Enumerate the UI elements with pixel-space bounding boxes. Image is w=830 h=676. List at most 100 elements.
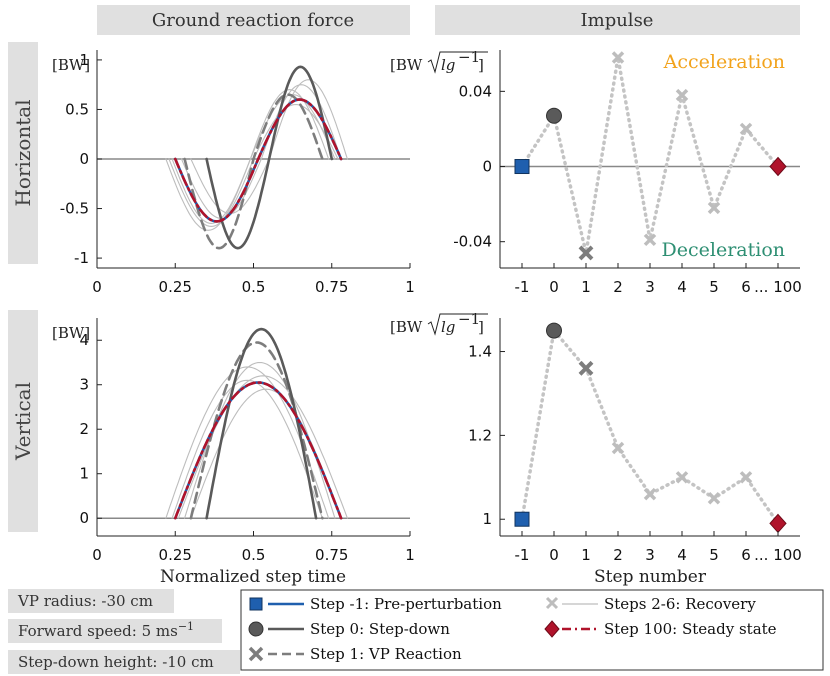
legend-entry-steps-2-6: Steps 2-6: Recovery	[545, 595, 756, 613]
x-tick-label: -1	[515, 546, 530, 564]
plot-grf-vertical: 0 0.25 0.5 0.75 1 0 1 2 3 4	[79, 318, 415, 564]
header-right-box	[435, 5, 800, 35]
data-point-x-light	[611, 441, 625, 455]
y-tick-label: 2	[79, 420, 89, 438]
y-tick-label: 3	[79, 376, 89, 394]
x-tick-label: 4	[677, 278, 687, 296]
data-point-x-light	[643, 487, 657, 501]
y-tick-label: -0.04	[453, 233, 492, 251]
x-label-left: Normalized step time	[160, 567, 346, 587]
x-tick-label: 0	[549, 278, 559, 296]
unit-impulse-sqrt: lg	[441, 56, 455, 74]
plot-impulse-vertical: -1 0 1 2 3 4 5 6... 100 1 1.2 1.4	[468, 318, 802, 564]
series-line-step-0	[205, 65, 334, 250]
info-vp-radius-box	[8, 589, 174, 613]
y-tick-label: 0	[79, 150, 89, 168]
legend-label: Step -1: Pre-perturbation	[310, 595, 502, 613]
unit-impulse-prefix: [BW	[390, 56, 423, 74]
x-tick-label: 0.5	[242, 278, 266, 296]
legend-entry-step-minus1: Step -1: Pre-perturbation	[249, 595, 502, 613]
x-tick-label: 0.5	[242, 546, 266, 564]
y-tick-label: 0.5	[65, 100, 89, 118]
series-line-step-0	[205, 327, 318, 520]
unit-impulse-top: [BW lg −1 ]	[390, 48, 488, 74]
info-vp-radius: VP radius: -30 cm	[17, 592, 153, 610]
row-label-bottom: Vertical	[11, 382, 35, 461]
x-tick-label: 0.75	[315, 546, 348, 564]
info-forward-speed-exp: −1	[178, 620, 194, 633]
unit-impulse-prefix: [BW	[390, 318, 423, 336]
data-point-x-light	[707, 492, 721, 505]
series-line-step-6	[190, 388, 342, 519]
diamond-marker-icon	[544, 620, 560, 638]
annotation-acceleration: Acceleration	[663, 51, 785, 73]
row-label-top-box	[8, 42, 38, 264]
x-tick-label: 4	[677, 546, 687, 564]
data-point-square	[514, 511, 530, 527]
info-forward-speed: Forward speed: 5 ms−1	[18, 620, 194, 640]
x-tick-label: 3	[645, 278, 655, 296]
legend-box	[240, 589, 824, 671]
series-line-step-100	[174, 381, 343, 520]
legend-label: Step 100: Steady state	[604, 620, 777, 638]
x-tick-label: 1	[581, 546, 591, 564]
info-forward-speed-text: Forward speed: 5 ms	[18, 622, 178, 640]
row-label-bottom-box	[8, 310, 38, 532]
x-tick-label: 2	[613, 278, 623, 296]
y-tick-label: 1	[482, 510, 492, 528]
y-tick-label: -0.5	[60, 200, 89, 218]
x-tick-label: 2	[613, 546, 623, 564]
header-right: Impulse	[581, 10, 654, 31]
y-tick-label: 0.04	[459, 82, 492, 100]
y-tick-label: 0	[482, 158, 492, 176]
x-tick-label: 0	[92, 278, 102, 296]
x-tick-label: 0.25	[159, 278, 192, 296]
y-tick-label: 0	[79, 509, 89, 527]
info-stepdown-height: Step-down height: -10 cm	[18, 653, 214, 671]
data-point-square	[514, 159, 530, 175]
y-tick-label: 1	[79, 465, 89, 483]
y-tick-label: 1.4	[468, 343, 492, 361]
unit-force-top: [BW]	[52, 56, 90, 74]
legend-entry-step-100: Step 100: Steady state	[544, 620, 777, 638]
x-tick-label: 6	[741, 278, 751, 296]
unit-impulse-bottom: [BW lg −1 ]	[390, 310, 488, 336]
data-point-x-light	[707, 201, 721, 215]
x-tick-label: 0.75	[315, 278, 348, 296]
data-point-x-light	[739, 471, 753, 484]
legend-label: Step 1: VP Reaction	[310, 645, 462, 663]
x-tick-label: 3	[645, 546, 655, 564]
plot-grf-horizontal: 0 0.25 0.5 0.75 1 -1 -0.5 0 0.5 1	[60, 50, 415, 296]
legend-entry-step-1: Step 1: VP Reaction	[248, 645, 462, 663]
header-left-box	[97, 5, 410, 35]
unit-impulse-exp: −1	[458, 48, 480, 66]
data-point-diamond	[769, 513, 787, 534]
data-point-circle	[546, 322, 562, 339]
data-point-x	[578, 245, 594, 261]
unit-force-bottom: [BW]	[52, 324, 90, 342]
x-tick-label: 1	[581, 278, 591, 296]
series-line-step-5	[180, 84, 342, 220]
data-point-x-light	[643, 233, 657, 247]
sqrt-sign-icon	[427, 51, 488, 74]
x-tick-label: 1	[405, 278, 415, 296]
x-tick-label: 0.25	[159, 546, 192, 564]
x-marker-icon	[248, 646, 264, 662]
square-marker-icon	[249, 597, 263, 611]
x-tick-label: ... 100	[754, 546, 802, 564]
row-label-top: Horizontal	[11, 99, 35, 206]
x-tick-label: -1	[515, 278, 530, 296]
unit-impulse-suffix: ]	[478, 56, 484, 74]
x-tick-label: 0	[549, 546, 559, 564]
series-dotted-line	[520, 57, 780, 254]
series-line-step-2	[165, 94, 336, 231]
info-stepdown-box	[8, 650, 240, 674]
plot-impulse-horizontal: -1 0 1 2 3 4 5 6... 100 -0.04 0 0.04	[453, 50, 802, 296]
data-point-x-light	[675, 88, 689, 102]
series-line-step--1	[174, 381, 343, 520]
sqrt-sign-icon	[427, 313, 488, 336]
legend-entry-step-0: Step 0: Step-down	[248, 620, 450, 638]
x-tick-label: 0	[92, 546, 102, 564]
data-point-x-light	[739, 122, 753, 136]
